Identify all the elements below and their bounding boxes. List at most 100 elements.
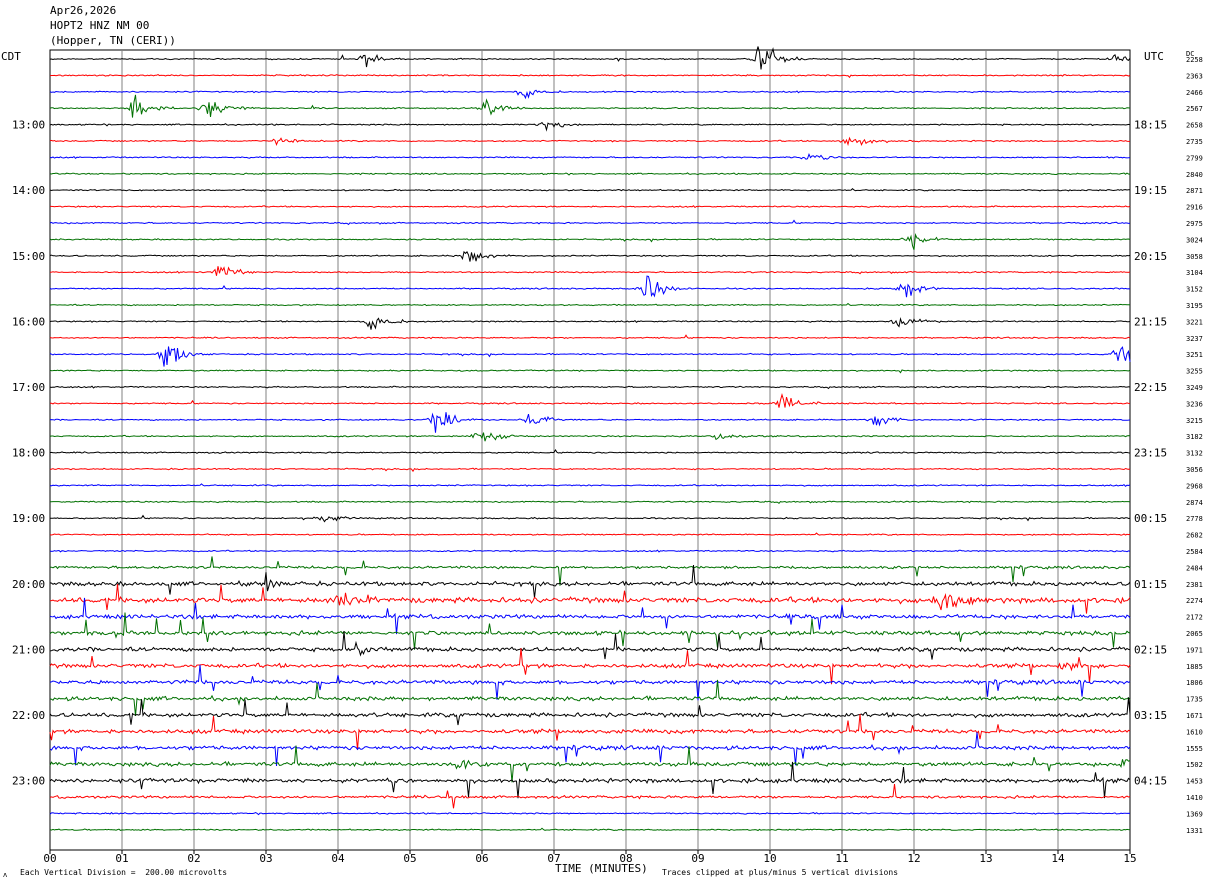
dc-offset-label: 1331 (1186, 827, 1203, 835)
seismic-trace (49, 664, 1131, 701)
right-timezone-label: UTC (1144, 50, 1164, 63)
dc-offset-label: 2975 (1186, 220, 1203, 228)
dc-offset-label: 3237 (1186, 335, 1203, 343)
dc-offset-label: 2065 (1186, 630, 1203, 638)
right-time-label: 18:15 (1134, 119, 1167, 132)
right-time-label: 04:15 (1134, 775, 1167, 788)
left-time-label: 16:00 (12, 315, 45, 328)
seismic-trace (49, 152, 1131, 160)
dc-offset-label: 2466 (1186, 89, 1203, 97)
dc-offset-label: 2274 (1186, 597, 1203, 605)
x-tick-label: 08 (619, 852, 632, 865)
dc-offset-label: 3058 (1186, 253, 1203, 261)
seismic-trace (49, 46, 1131, 70)
axis-labels: 00 01 02 03 04 05 06 07 08 09 10 11 12 13 14 15 13:00 18:… (12, 56, 1203, 865)
left-time-label: 22:00 (12, 709, 45, 722)
dc-offset-label: 3182 (1186, 433, 1203, 441)
seismic-trace (49, 432, 1131, 442)
dc-offset-label: 2172 (1186, 614, 1203, 622)
dc-offset-label: 1971 (1186, 646, 1203, 654)
seismic-trace (49, 449, 1131, 455)
left-time-label: 14:00 (12, 184, 45, 197)
seismic-trace (49, 597, 1131, 635)
seismic-trace (49, 532, 1131, 536)
seismic-trace (49, 584, 1131, 614)
x-tick-label: 02 (187, 852, 200, 865)
left-time-label: 17:00 (12, 381, 45, 394)
x-tick-label: 09 (691, 852, 704, 865)
left-time-label: 23:00 (12, 775, 45, 788)
station-label: HOPT2 HNZ NM 00 (50, 19, 150, 32)
right-time-label: 02:15 (1134, 643, 1167, 656)
right-time-label: 22:15 (1134, 381, 1167, 394)
dc-offset-label: 2658 (1186, 122, 1203, 130)
dc-offset-label: 3255 (1186, 368, 1203, 376)
seismic-trace (49, 467, 1131, 473)
x-tick-label: 00 (43, 852, 56, 865)
clip-note: Traces clipped at plus/minus 5 vertical … (662, 868, 899, 877)
seismic-trace (49, 74, 1131, 79)
seismic-trace (49, 648, 1131, 685)
dc-offset-label: 2840 (1186, 171, 1203, 179)
dc-offset-label: 2363 (1186, 72, 1203, 80)
dc-offset-label: 3104 (1186, 269, 1203, 277)
left-time-label: 13:00 (12, 119, 45, 132)
x-tick-label: 04 (331, 852, 345, 865)
dc-offset-label: 1502 (1186, 761, 1203, 769)
seismic-trace (49, 219, 1131, 226)
seismic-trace (49, 612, 1131, 650)
seismic-trace (49, 385, 1131, 390)
seismic-trace (49, 275, 1131, 298)
seismic-trace (49, 732, 1131, 766)
corner-mark: ʌ (3, 871, 8, 879)
dc-offset-label: 2258 (1186, 56, 1203, 64)
dc-offset-label: 3221 (1186, 318, 1203, 326)
dc-offset-label: 3236 (1186, 400, 1203, 408)
dc-offset-label: 3024 (1186, 236, 1203, 244)
seismic-trace (49, 784, 1131, 809)
x-tick-label: 03 (259, 852, 272, 865)
traces (49, 46, 1131, 832)
seismic-trace (49, 232, 1131, 250)
scale-note: Each Vertical Division = 200.00 microvol… (20, 868, 228, 877)
x-tick-label: 10 (763, 852, 776, 865)
seismic-trace (49, 94, 1131, 118)
seismic-trace (50, 500, 1131, 504)
seismic-trace (49, 369, 1131, 374)
x-tick-label: 14 (1051, 852, 1065, 865)
dc-offset-label: 2484 (1186, 564, 1203, 572)
dc-offset-label: 2968 (1186, 482, 1203, 490)
grid-lines (49, 49, 1131, 851)
seismic-trace (49, 393, 1131, 408)
plot-frame (49, 49, 1131, 851)
dc-offset-label: 2381 (1186, 581, 1203, 589)
seismic-trace (49, 172, 1131, 176)
seismic-trace (49, 334, 1131, 340)
right-time-label: 01:15 (1134, 578, 1167, 591)
date-label: Apr26,2026 (50, 4, 117, 17)
dc-offset-label: 2778 (1186, 515, 1203, 523)
right-time-label: 20:15 (1134, 250, 1167, 263)
seismic-trace (50, 205, 1131, 209)
dc-offset-label: 1610 (1186, 728, 1203, 736)
seismic-trace (49, 136, 1130, 147)
seismic-trace (49, 811, 1131, 816)
dc-offset-label: 2874 (1186, 499, 1203, 507)
left-time-label: 19:00 (12, 512, 45, 525)
left-time-label: 18:00 (12, 447, 45, 460)
left-time-label: 15:00 (12, 250, 45, 263)
x-tick-label: 15 (1123, 852, 1136, 865)
seismic-trace (49, 745, 1131, 783)
seismic-trace (49, 250, 1131, 262)
seismic-trace (49, 316, 1131, 330)
x-tick-label: 05 (403, 852, 416, 865)
seismic-trace (49, 346, 1131, 367)
seismic-trace (49, 483, 1131, 487)
dc-offset-label: 3056 (1186, 466, 1203, 474)
x-axis-title: TIME (MINUTES) (555, 862, 648, 875)
left-time-label: 21:00 (12, 643, 45, 656)
x-tick-label: 06 (475, 852, 488, 865)
dc-offset-label: 1555 (1186, 745, 1203, 753)
x-tick-label: 07 (547, 852, 560, 865)
